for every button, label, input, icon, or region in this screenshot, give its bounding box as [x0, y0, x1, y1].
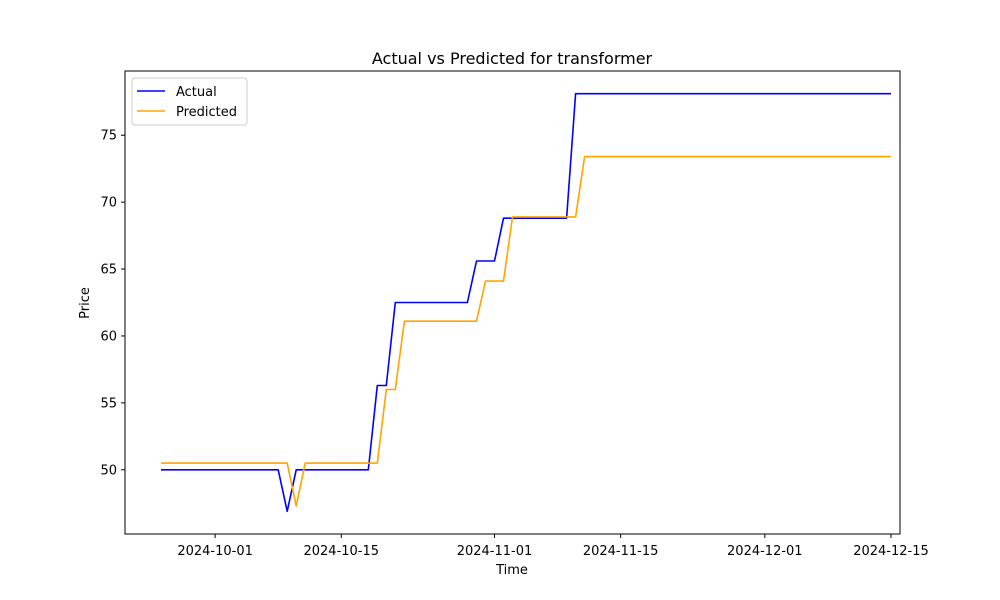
x-axis-label: Time	[495, 563, 528, 578]
x-tick-label: 2024-12-01	[727, 544, 803, 559]
y-tick-label: 70	[100, 196, 117, 211]
series-line-predicted	[161, 155, 891, 507]
y-tick-label: 65	[100, 263, 117, 278]
y-tick-label: 60	[100, 329, 117, 344]
x-tick-label: 2024-11-01	[457, 544, 533, 559]
series-line-actual	[161, 92, 891, 513]
legend-label-actual: Actual	[176, 85, 217, 100]
series-layer	[161, 92, 891, 513]
y-tick-label: 50	[100, 463, 117, 478]
y-tick-label: 75	[100, 129, 117, 144]
x-axis: 2024-10-01 2024-10-15 2024-11-01 2024-11-15…	[177, 534, 929, 559]
x-tick-label: 2024-12-15	[853, 544, 929, 559]
legend: Actual Predicted	[131, 77, 248, 126]
plot-frame	[124, 70, 901, 535]
legend-label-predicted: Predicted	[176, 105, 237, 120]
chart-title: Actual vs Predicted for transformer	[372, 49, 653, 68]
y-axis: 50 55 60 65 70 75	[100, 129, 125, 478]
x-tick-label: 2024-11-15	[583, 544, 659, 559]
y-axis-label: Price	[78, 287, 93, 319]
y-tick-label: 55	[100, 396, 117, 411]
x-tick-label: 2024-10-15	[303, 544, 379, 559]
x-tick-label: 2024-10-01	[177, 544, 253, 559]
legend-box	[131, 77, 248, 126]
